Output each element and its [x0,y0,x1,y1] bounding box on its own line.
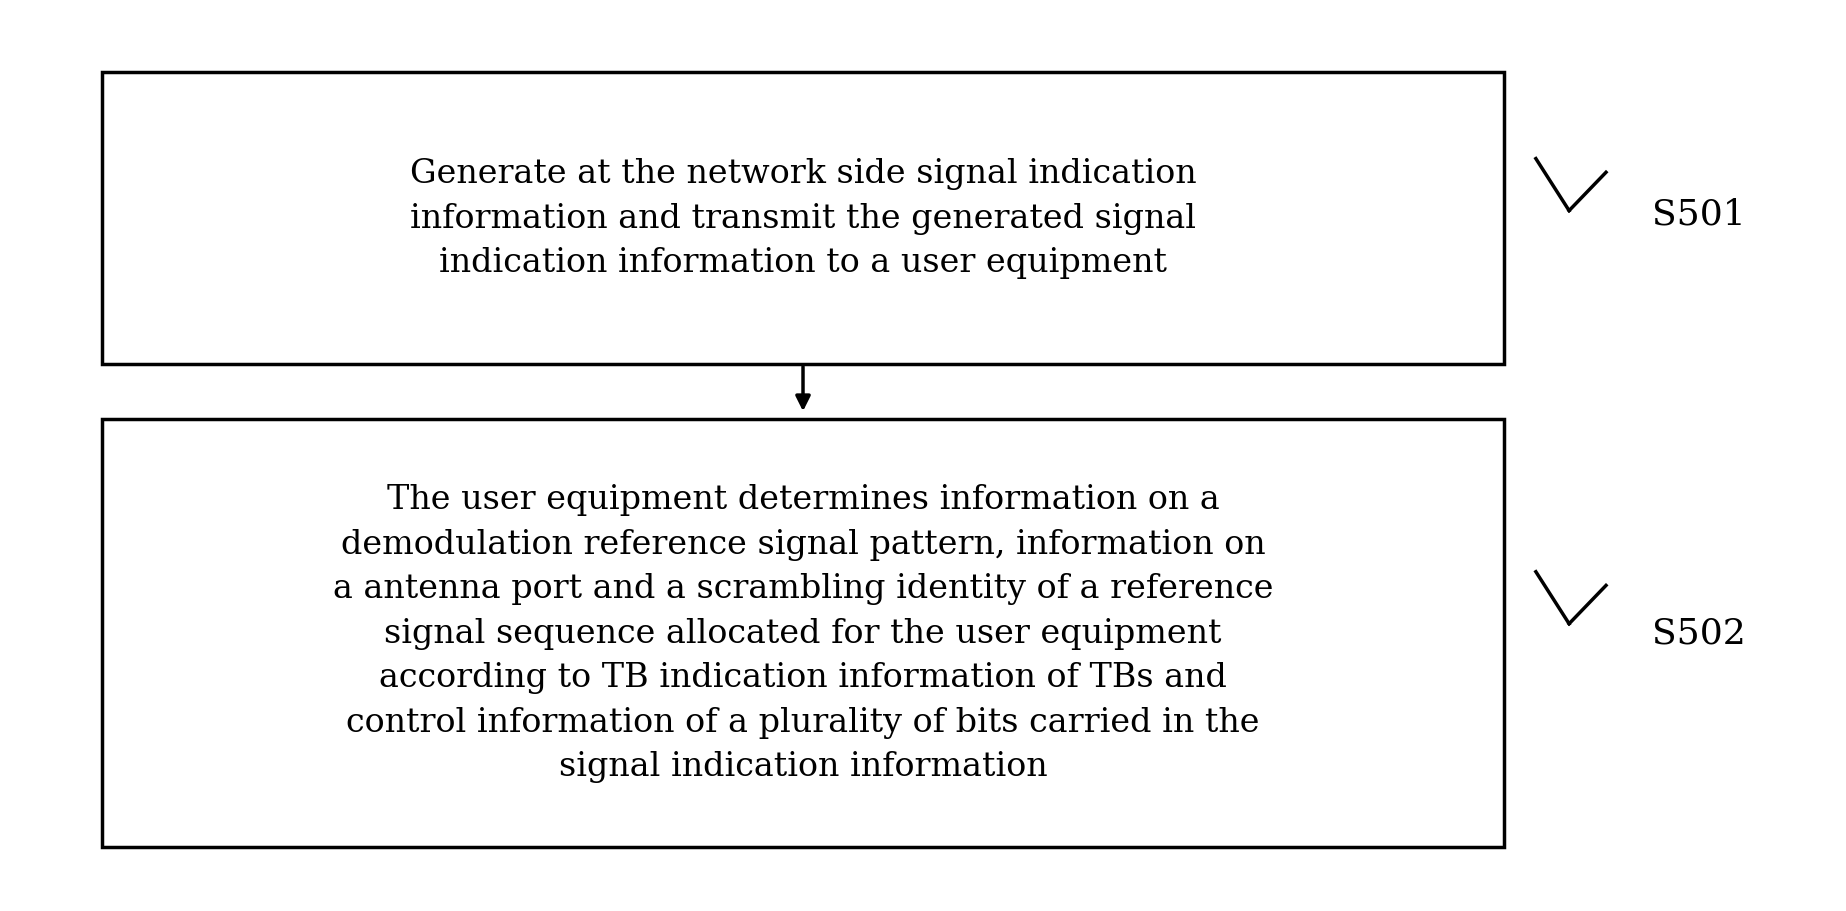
Bar [102,419,1504,847]
Text: The user equipment determines information on a
demodulation reference signal pat: The user equipment determines informatio… [332,484,1274,783]
Text: S501: S501 [1652,197,1746,231]
Bar [102,73,1504,364]
Text: Generate at the network side signal indication
information and transmit the gene: Generate at the network side signal indi… [410,159,1196,279]
Text: S502: S502 [1652,616,1746,650]
